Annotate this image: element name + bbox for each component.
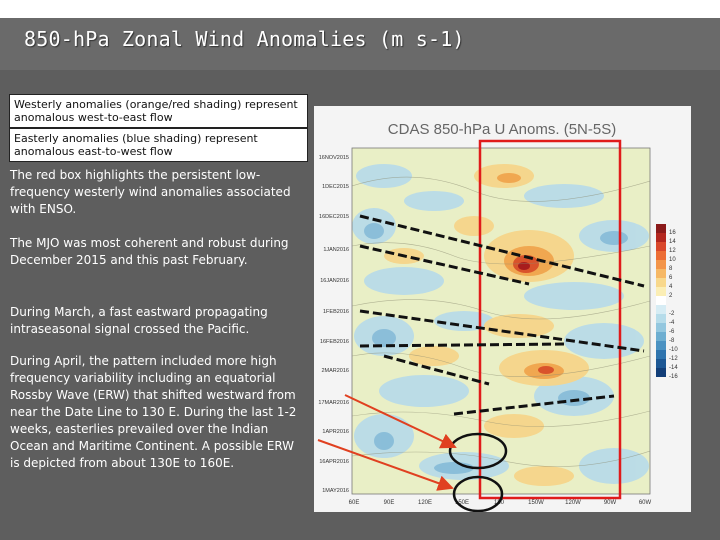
date-tick-label: 1DEC2015 xyxy=(322,184,349,190)
colorbar-label: -2 xyxy=(669,311,675,317)
lon-tick-label: 60E xyxy=(349,500,360,506)
colorbar-label: 10 xyxy=(669,257,676,263)
colorbar-label: -12 xyxy=(669,356,678,362)
date-tick-label: 17MAR2016 xyxy=(318,400,349,406)
paragraph-mjo: The MJO was most coherent and robust dur… xyxy=(10,236,289,267)
date-tick-label: 16NOV2015 xyxy=(319,155,349,161)
title-bar xyxy=(0,18,720,70)
mjo-phase-line-5 xyxy=(383,354,490,386)
date-tick-label: 2MAR2016 xyxy=(321,368,349,374)
easterly-legend-box: Easterly anomalies (blue shading) repres… xyxy=(9,128,308,162)
westerly-legend-box: Westerly anomalies (orange/red shading) … xyxy=(9,94,308,128)
lon-tick-label: 90E xyxy=(384,500,395,506)
colorbar-label: 16 xyxy=(669,230,676,236)
colorbar-label: 6 xyxy=(669,275,673,281)
slide-title: 850-hPa Zonal Wind Anomalies (m s-1) xyxy=(24,27,465,51)
date-tick-label: 16JAN2016 xyxy=(320,278,349,284)
colorbar-label: -16 xyxy=(669,374,678,380)
colorbar-labels: 16 14 12 10 8 6 4 2 -2 -4 -6 -8 -10 -12 … xyxy=(669,230,678,380)
figure-title: CDAS 850-hPa U Anoms. (5N-5S) xyxy=(388,121,616,138)
date-axis: 16NOV2015 1DEC2015 16DEC2015 1JAN2016 16… xyxy=(318,155,349,494)
mjo-phase-line-3 xyxy=(359,309,645,353)
erw-circle-lower xyxy=(452,475,504,512)
lon-tick-label: 120W xyxy=(565,500,581,506)
mjo-phase-lines xyxy=(359,214,645,416)
colorbar-label: 2 xyxy=(669,293,673,299)
colorbar-label: -6 xyxy=(669,329,675,335)
lon-tick-label: 60W xyxy=(639,500,652,506)
lon-tick-label: 150E xyxy=(455,500,469,506)
erw-circle-upper xyxy=(448,432,508,470)
enso-highlight-box xyxy=(478,139,622,500)
lon-tick-label: 150W xyxy=(528,500,544,506)
date-tick-label: 1FEB2016 xyxy=(323,309,349,315)
colorbar xyxy=(656,224,666,377)
date-tick-label: 1MAY2016 xyxy=(322,488,349,494)
anomaly-field xyxy=(352,148,650,494)
date-tick-label: 1JAN2016 xyxy=(323,247,349,253)
colorbar-label: 12 xyxy=(669,248,676,254)
arrow-to-lower-circle xyxy=(317,439,454,491)
lon-tick-label: 90W xyxy=(604,500,617,506)
date-tick-label: 1APR2016 xyxy=(322,429,349,435)
paragraph-april: During April, the pattern included more … xyxy=(10,354,297,470)
colorbar-label: -14 xyxy=(669,365,678,371)
colorbar-label: -10 xyxy=(669,347,678,353)
top-band xyxy=(0,0,720,18)
colorbar-label: -8 xyxy=(669,338,675,344)
colorbar-label: 14 xyxy=(669,239,676,245)
mjo-phase-line-4 xyxy=(359,342,565,348)
lon-tick-label: 120E xyxy=(418,500,432,506)
colorbar-label: -4 xyxy=(669,320,675,326)
paragraph-march: During March, a fast eastward propagatin… xyxy=(10,305,268,336)
date-tick-label: 16APR2016 xyxy=(319,459,349,465)
hovmoller-figure: CDAS 850-hPa U Anoms. (5N-5S) xyxy=(314,106,691,512)
colorbar-label: 8 xyxy=(669,266,673,272)
mjo-phase-line-6 xyxy=(453,394,615,416)
mjo-phase-line-1 xyxy=(359,214,645,288)
arrow-to-upper-circle xyxy=(344,394,457,449)
paragraph-enso: The red box highlights the persistent lo… xyxy=(10,168,291,216)
date-tick-label: 16DEC2015 xyxy=(319,214,349,220)
mjo-phase-line-2 xyxy=(359,244,530,286)
colorbar-label: 4 xyxy=(669,284,673,290)
date-tick-label: 16FEB2016 xyxy=(320,339,349,345)
